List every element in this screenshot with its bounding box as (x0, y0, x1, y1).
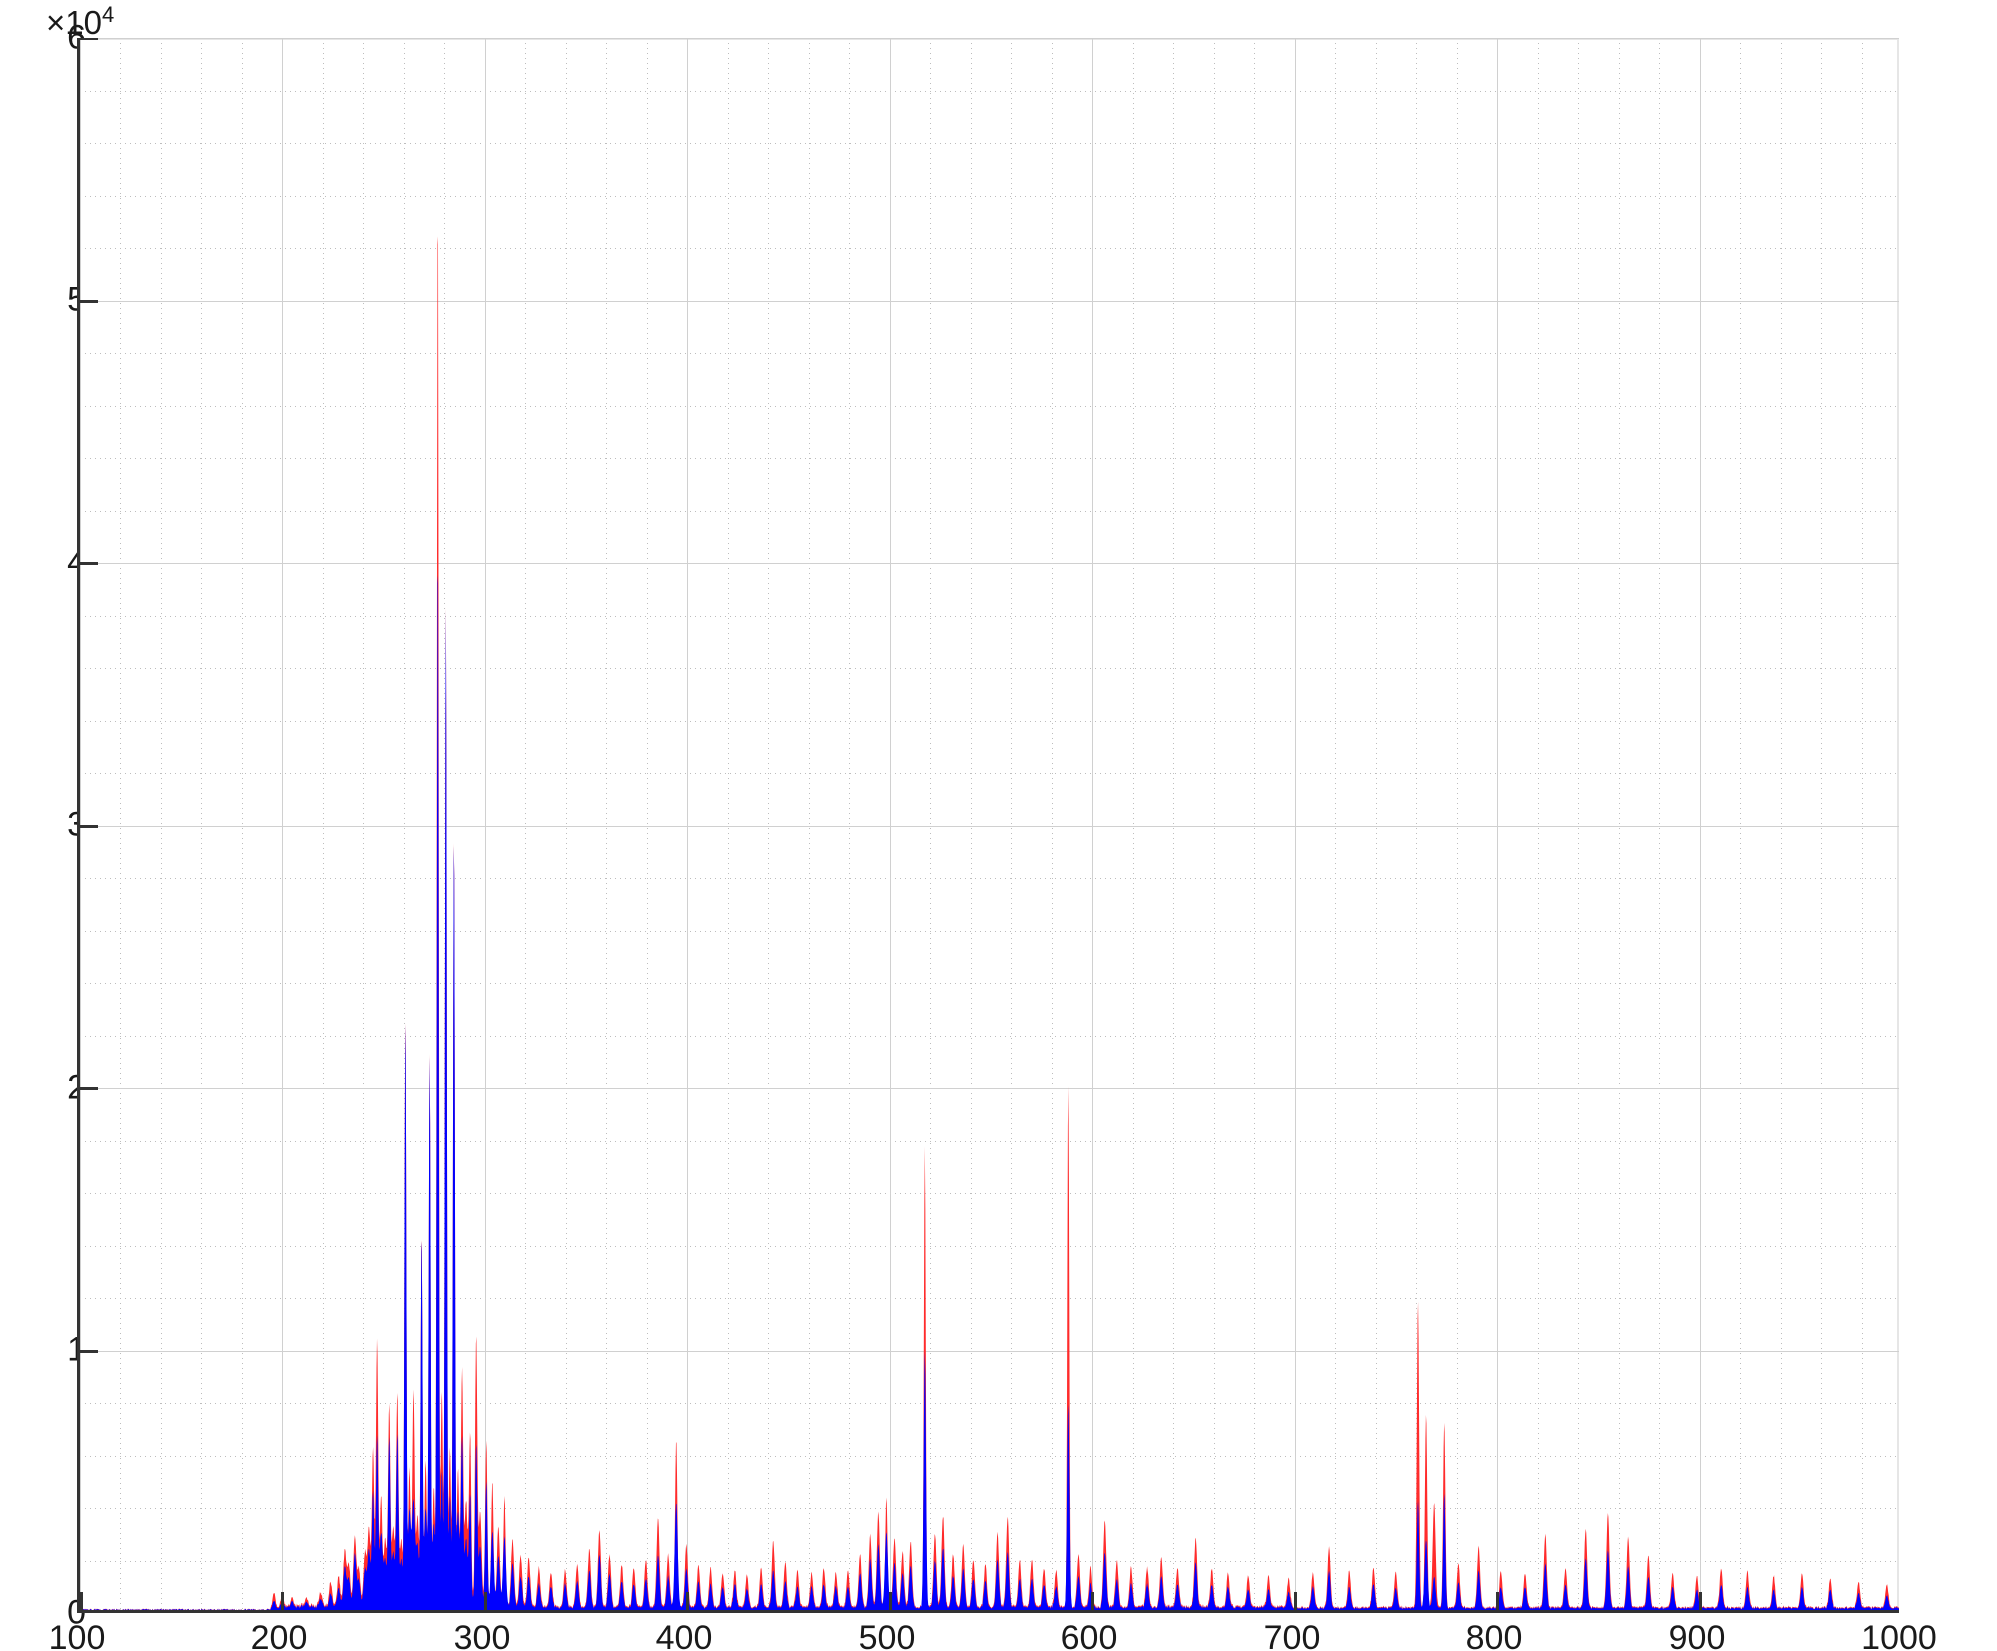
x-tick-label-300: 300 (453, 1619, 511, 1651)
plot-area (77, 38, 1899, 1613)
plot-right-edge (1897, 38, 1899, 1610)
plot-top-edge (80, 38, 1899, 40)
x-tick-label-100: 100 (48, 1619, 106, 1651)
x-tick-label-400: 400 (655, 1619, 713, 1651)
y-axis-exponent-label: ×104 (46, 2, 114, 42)
y-axis-exponent-mantissa: ×10 (46, 4, 102, 41)
spectrum-traces (80, 236, 1899, 1610)
plot-inner (80, 38, 1899, 1610)
x-tick-label-800: 800 (1465, 1619, 1523, 1651)
x-tick-label-700: 700 (1263, 1619, 1321, 1651)
blue-trace-path (80, 575, 1899, 1610)
y-axis-exponent-power: 4 (101, 2, 115, 27)
x-tick-label-900: 900 (1668, 1619, 1726, 1651)
red-trace-path (80, 236, 1899, 1610)
x-tick-label-600: 600 (1060, 1619, 1118, 1651)
x-tick-label-500: 500 (858, 1619, 916, 1651)
x-tick-label-200: 200 (250, 1619, 308, 1651)
x-tick-label-1000: 1000 (1861, 1619, 1937, 1651)
